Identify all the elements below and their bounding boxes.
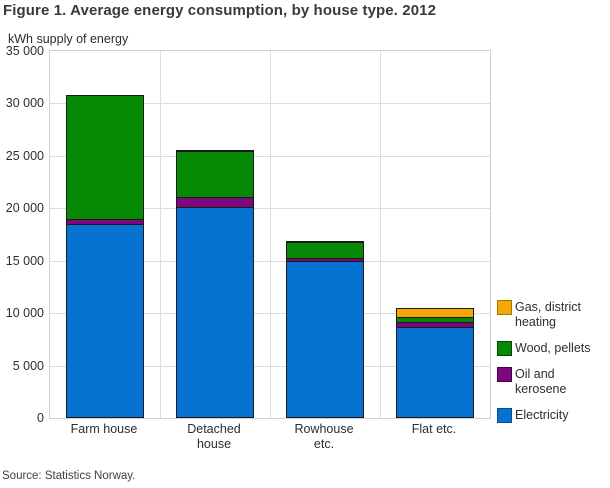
- legend-swatch-icon: [497, 367, 512, 382]
- gridline-vertical: [160, 51, 161, 418]
- y-tick-label: 25 000: [5, 148, 44, 163]
- legend: Gas, district heating Wood, pellets Oil an…: [497, 300, 609, 434]
- y-tick-label: 5 000: [12, 358, 44, 373]
- bar-segment-wood-pellets: [176, 151, 254, 198]
- legend-swatch-icon: [497, 408, 512, 423]
- y-tick-label: 10 000: [5, 306, 44, 321]
- bar-segment-electricity: [286, 261, 364, 418]
- legend-label: Oil and kerosene: [515, 367, 567, 396]
- bar-segment-wood-pellets: [286, 242, 364, 259]
- y-axis-labels: 0 5 000 10 000 15 000 20 000 25 000 30 000 35 0…: [0, 44, 44, 425]
- x-category-label: Flat etc.: [411, 422, 457, 436]
- bar-rowhouse-etc: [286, 241, 364, 418]
- legend-item: Oil and kerosene: [497, 367, 609, 397]
- y-tick-label: 35 000: [5, 44, 44, 58]
- legend-item: Wood, pellets: [497, 341, 609, 356]
- x-category-label: Detached house: [187, 422, 241, 451]
- plot-area: [49, 50, 491, 419]
- legend-swatch-icon: [497, 300, 512, 315]
- gridline-vertical: [380, 51, 381, 418]
- bar-segment-wood-pellets: [66, 95, 144, 220]
- y-axis-title: kWh supply of energy: [8, 32, 129, 46]
- bar-segment-electricity: [176, 207, 254, 418]
- gridline-vertical: [270, 51, 271, 418]
- legend-swatch-icon: [497, 341, 512, 356]
- y-tick-label: 15 000: [5, 253, 44, 268]
- legend-label: Wood, pellets: [515, 341, 591, 355]
- legend-item: Electricity: [497, 408, 609, 423]
- bar-farm-house: [66, 95, 144, 418]
- source-note: Source: Statistics Norway.: [2, 470, 136, 482]
- bar-segment-electricity: [396, 327, 474, 418]
- y-tick-label: 20 000: [5, 201, 44, 216]
- y-tick-label: 30 000: [5, 96, 44, 111]
- legend-label: Gas, district heating: [515, 300, 581, 329]
- bar-detached-house: [176, 150, 254, 418]
- y-tick-label: 0: [37, 411, 44, 425]
- x-category-label: Farm house: [70, 422, 138, 436]
- legend-label: Electricity: [515, 408, 569, 422]
- x-axis-labels: Farm house Detached house Rowhouse etc. Fla…: [49, 422, 489, 456]
- bar-flat-etc: [396, 308, 474, 418]
- figure-title: Figure 1. Average energy consumption, by…: [3, 2, 437, 19]
- legend-item: Gas, district heating: [497, 300, 609, 330]
- x-category-label: Rowhouse etc.: [294, 422, 354, 451]
- bar-segment-electricity: [66, 224, 144, 418]
